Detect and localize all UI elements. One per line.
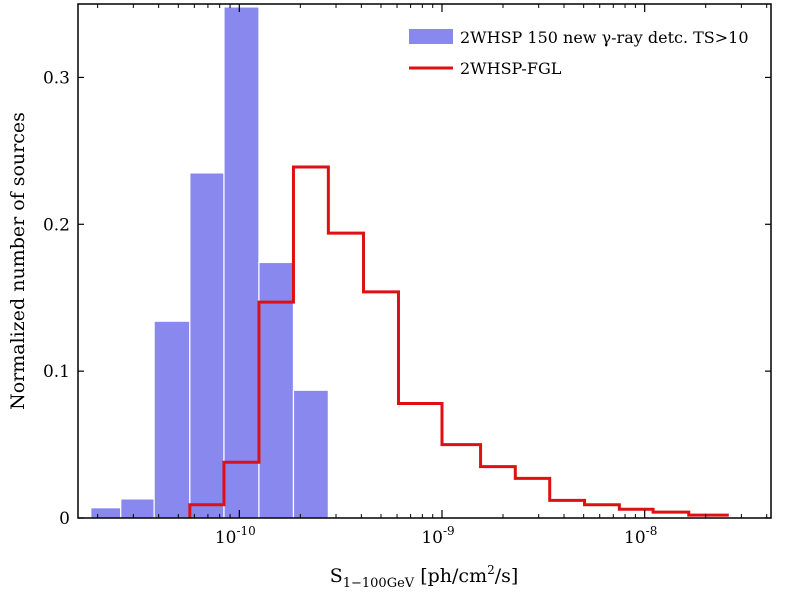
blue-histogram-bars bbox=[90, 6, 329, 519]
plot-frame bbox=[77, 3, 772, 519]
blue-bar bbox=[223, 6, 260, 519]
x-axis-title-unit-suffix: /s] bbox=[495, 565, 519, 587]
x-axis-title-unit: [ph/cm bbox=[414, 565, 487, 587]
x-axis-title: S1−100GeV [ph/cm2/s] bbox=[330, 563, 519, 591]
blue-bar bbox=[292, 389, 329, 519]
x-axis-ticks: 10-10 10-9 10-8 bbox=[215, 4, 657, 548]
y-tick-label: 0.2 bbox=[43, 215, 70, 235]
x-tick-label: 10-10 bbox=[215, 524, 256, 548]
y-tick-label: 0.1 bbox=[43, 362, 70, 382]
x-axis-title-symbol: S bbox=[330, 565, 343, 587]
y-axis-title: Normalized number of sources bbox=[7, 112, 29, 410]
legend-label-new-detections: 2WHSP 150 new γ-ray detc. TS>10 bbox=[460, 28, 749, 47]
blue-bar bbox=[120, 498, 155, 519]
red-histogram-step-line bbox=[188, 165, 729, 518]
legend: 2WHSP 150 new γ-ray detc. TS>10 2WHSP-FG… bbox=[409, 28, 749, 78]
blue-bar bbox=[189, 172, 225, 519]
x-tick-label: 10-9 bbox=[421, 524, 454, 548]
x-axis-minor-ticks bbox=[97, 4, 768, 518]
legend-swatch-new-detections bbox=[409, 29, 453, 44]
blue-bar bbox=[90, 507, 122, 519]
x-axis-title-subscript: 1−100GeV bbox=[343, 576, 415, 591]
x-axis-title-unit-power: 2 bbox=[487, 563, 495, 577]
x-tick-label: 10-8 bbox=[624, 524, 657, 548]
legend-label-fgl: 2WHSP-FGL bbox=[460, 59, 562, 78]
y-tick-label: 0 bbox=[59, 509, 70, 529]
blue-bar bbox=[153, 320, 191, 519]
y-tick-label: 0.3 bbox=[43, 68, 70, 88]
y-axis-ticks: 0 0.1 0.2 0.3 bbox=[43, 68, 771, 529]
